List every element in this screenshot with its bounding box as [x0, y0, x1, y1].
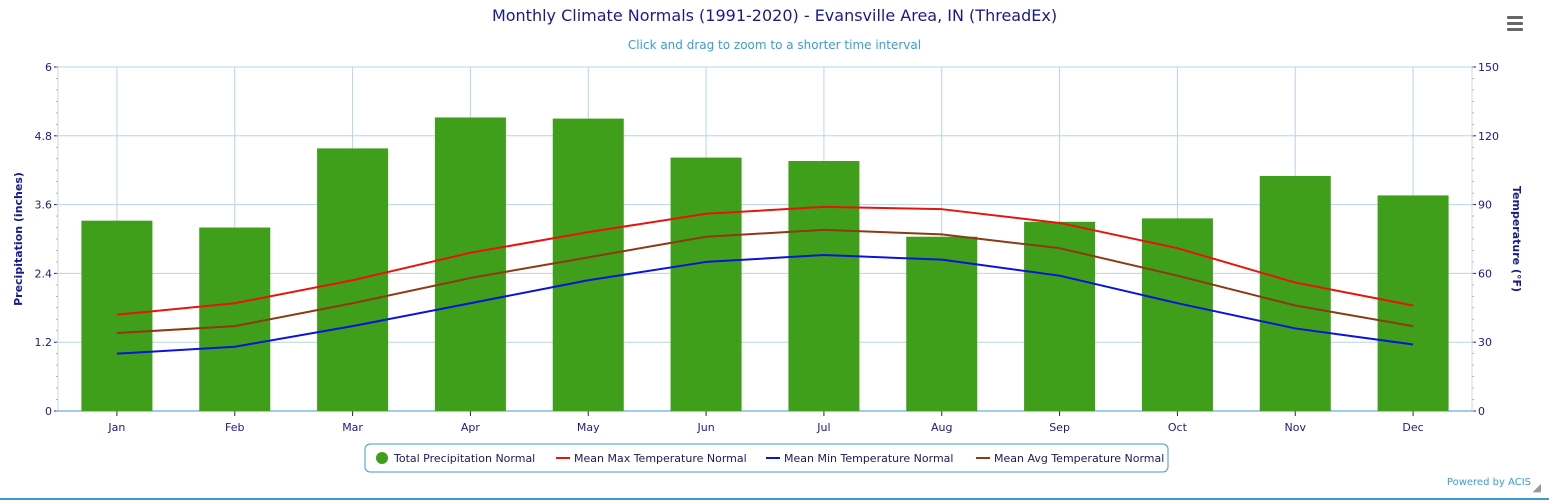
precip-bar[interactable]: [1024, 221, 1096, 411]
precip-bar[interactable]: [1377, 195, 1449, 411]
chart-subtitle: Click and drag to zoom to a shorter time…: [627, 38, 922, 52]
x-axis-tick-label: Nov: [1285, 421, 1307, 434]
left-axis-tick-label: 6: [45, 61, 52, 74]
hamburger-menu-icon[interactable]: [1500, 12, 1530, 34]
legend-item-label: Mean Max Temperature Normal: [574, 452, 747, 465]
precip-bar[interactable]: [1141, 218, 1213, 411]
precip-bar[interactable]: [1259, 175, 1331, 411]
legend-precip-marker: [376, 452, 388, 464]
x-axis-tick-label: Apr: [461, 421, 481, 434]
x-axis-tick-label: Feb: [225, 421, 244, 434]
right-axis-title: Temperature (°F): [1510, 186, 1523, 292]
bottom-divider: [0, 498, 1549, 500]
left-axis-title: Precipitation (inches): [12, 172, 25, 306]
avg-temp-line[interactable]: [116, 228, 1414, 335]
x-axis-tick-label: Mar: [342, 421, 363, 434]
chart-title: Monthly Climate Normals (1991-2020) - Ev…: [491, 6, 1058, 25]
legend-item-label: Total Precipitation Normal: [393, 452, 535, 465]
x-axis-tick-label: Dec: [1402, 421, 1423, 434]
powered-by-link[interactable]: Powered by ACIS: [1446, 477, 1531, 488]
left-axis-tick-label: 3.6: [35, 199, 53, 212]
legend-item-label: Mean Min Temperature Normal: [784, 452, 953, 465]
precip-bar[interactable]: [788, 161, 860, 411]
precip-bar[interactable]: [670, 157, 742, 411]
right-axis-tick-label: 60: [1478, 267, 1492, 280]
right-axis-tick-label: 30: [1478, 336, 1492, 349]
precip-bar[interactable]: [552, 118, 624, 411]
x-axis-tick-label: Jun: [696, 421, 714, 434]
right-axis-tick-label: 150: [1478, 61, 1499, 74]
precip-bar[interactable]: [434, 117, 506, 411]
left-axis-tick-label: 2.4: [35, 267, 53, 280]
legend-item-label: Mean Avg Temperature Normal: [994, 452, 1164, 465]
precip-bar[interactable]: [906, 236, 978, 411]
resize-handle-icon[interactable]: ◢: [1532, 481, 1541, 494]
precip-bar[interactable]: [199, 227, 271, 411]
x-axis-tick-label: Jan: [107, 421, 125, 434]
left-axis-tick-label: 1.2: [35, 336, 53, 349]
x-axis-tick-label: Oct: [1168, 421, 1188, 434]
precip-bar[interactable]: [81, 220, 153, 411]
right-axis-tick-label: 0: [1478, 405, 1485, 418]
right-axis-tick-label: 120: [1478, 130, 1499, 143]
left-axis-tick-label: 0: [45, 405, 52, 418]
x-axis-tick-label: Aug: [931, 421, 952, 434]
x-axis-tick-label: Sep: [1049, 421, 1070, 434]
left-axis-tick-label: 4.8: [35, 130, 53, 143]
x-axis-tick-label: May: [577, 421, 600, 434]
x-axis-tick-label: Jul: [816, 421, 830, 434]
min-temp-line[interactable]: [116, 254, 1414, 355]
max-temp-line[interactable]: [116, 205, 1414, 316]
right-axis-tick-label: 90: [1478, 199, 1492, 212]
